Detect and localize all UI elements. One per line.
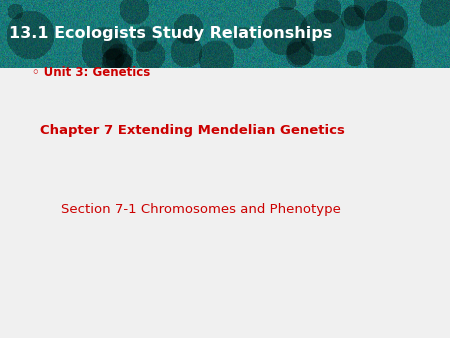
- Text: 13.1 Ecologists Study Relationships: 13.1 Ecologists Study Relationships: [9, 26, 332, 41]
- Text: Section 7-1 Chromosomes and Phenotype: Section 7-1 Chromosomes and Phenotype: [61, 203, 341, 216]
- Bar: [0, 0, 450, 68]
- Text: ◦ Unit 3: Genetics: ◦ Unit 3: Genetics: [32, 66, 150, 79]
- Text: Chapter 7 Extending Mendelian Genetics: Chapter 7 Extending Mendelian Genetics: [40, 124, 346, 137]
- Bar: [0, 68, 450, 338]
